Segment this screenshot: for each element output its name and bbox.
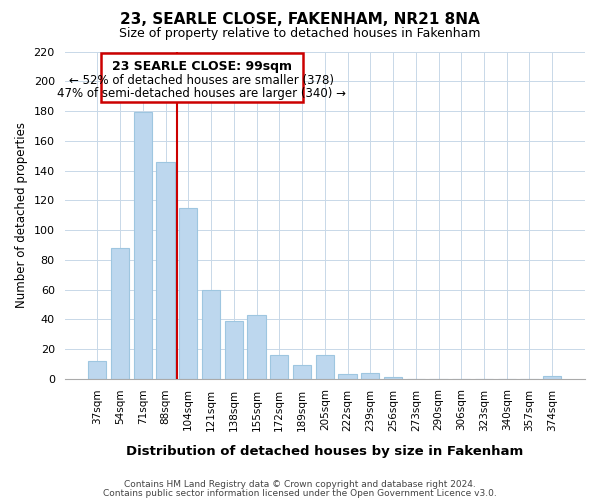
Bar <box>338 374 356 379</box>
X-axis label: Distribution of detached houses by size in Fakenham: Distribution of detached houses by size … <box>126 444 523 458</box>
Bar <box>384 378 402 379</box>
Bar <box>157 162 175 379</box>
Bar <box>316 355 334 379</box>
Bar <box>134 112 152 379</box>
Text: 47% of semi-detached houses are larger (340) →: 47% of semi-detached houses are larger (… <box>58 87 346 100</box>
Text: Contains public sector information licensed under the Open Government Licence v3: Contains public sector information licen… <box>103 488 497 498</box>
Text: Size of property relative to detached houses in Fakenham: Size of property relative to detached ho… <box>119 28 481 40</box>
Text: Contains HM Land Registry data © Crown copyright and database right 2024.: Contains HM Land Registry data © Crown c… <box>124 480 476 489</box>
Bar <box>202 290 220 379</box>
Text: ← 52% of detached houses are smaller (378): ← 52% of detached houses are smaller (37… <box>70 74 334 87</box>
Text: 23, SEARLE CLOSE, FAKENHAM, NR21 8NA: 23, SEARLE CLOSE, FAKENHAM, NR21 8NA <box>120 12 480 28</box>
Bar <box>247 315 266 379</box>
Bar <box>179 208 197 379</box>
Bar <box>543 376 562 379</box>
Bar <box>224 320 243 379</box>
Bar <box>101 53 303 102</box>
Text: 23 SEARLE CLOSE: 99sqm: 23 SEARLE CLOSE: 99sqm <box>112 60 292 74</box>
Bar <box>111 248 129 379</box>
Bar <box>293 366 311 379</box>
Bar <box>361 373 379 379</box>
Bar <box>88 361 106 379</box>
Bar <box>270 355 289 379</box>
Y-axis label: Number of detached properties: Number of detached properties <box>15 122 28 308</box>
